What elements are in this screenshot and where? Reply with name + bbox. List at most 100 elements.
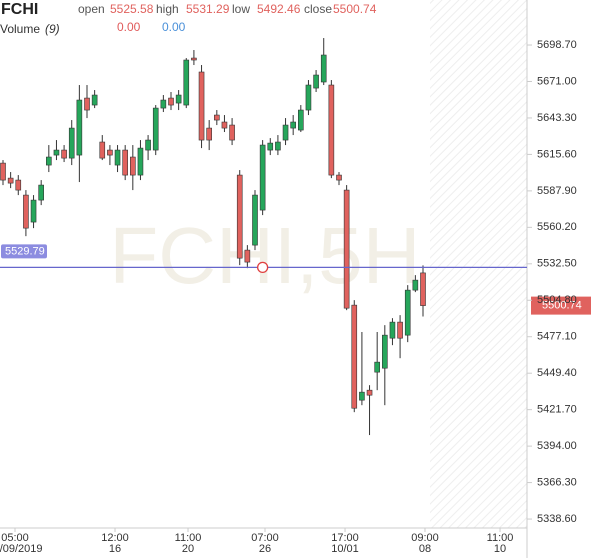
candle-body (397, 321, 403, 339)
candle-body (336, 174, 342, 181)
candle-body (275, 141, 281, 151)
candle-body (328, 84, 335, 176)
candle-body (420, 272, 426, 306)
ohlc-label: high (156, 2, 179, 16)
x-tick-label: 11:00 (175, 532, 202, 544)
candle-body (15, 179, 22, 191)
candle-body (7, 177, 14, 184)
candle-body (168, 97, 174, 106)
y-tick-label: 5532.50 (537, 258, 577, 270)
candle-body (252, 194, 258, 246)
y-tick-label: 5421.70 (537, 404, 577, 416)
candle-body (236, 174, 243, 259)
candle-body (53, 149, 60, 156)
volume-period: (9) (45, 22, 60, 36)
ohlc-label: open (78, 2, 105, 16)
candle-body (122, 149, 128, 176)
candle-body (298, 109, 304, 131)
candle-body (374, 361, 380, 373)
candle-body (175, 94, 182, 104)
candle-body (183, 59, 190, 106)
candle-body (23, 194, 29, 229)
y-tick-label: 5587.90 (537, 185, 577, 197)
candle-body (191, 57, 197, 61)
y-tick-label: 5560.20 (537, 221, 577, 233)
y-tick-label: 5477.10 (537, 331, 577, 343)
candle-body (206, 127, 212, 141)
candle-body (76, 99, 83, 156)
candle-body (244, 249, 251, 263)
x-tick-date: 16 (109, 543, 121, 555)
candle-body (404, 289, 411, 336)
y-tick-label: 5671.00 (537, 75, 577, 87)
volume-label: Volume (0, 22, 40, 36)
candle-body (389, 321, 396, 339)
candle-body (68, 127, 75, 159)
candle-body (99, 141, 106, 159)
candle-body (160, 99, 167, 109)
candle-body (0, 162, 6, 181)
candle-body (30, 199, 37, 223)
y-tick-label: 5338.60 (537, 513, 577, 525)
ohlc-value: 5531.29 (186, 2, 230, 16)
candle-body (221, 121, 228, 129)
y-tick-label: 5504.80 (537, 294, 577, 306)
candle-body (282, 124, 289, 141)
x-tick-date: 10 (494, 543, 506, 555)
candle-body (137, 147, 144, 176)
candle-body (198, 71, 205, 141)
candle-body (145, 139, 151, 151)
y-tick-label: 5394.00 (537, 440, 577, 452)
candle-body (359, 391, 365, 401)
x-tick-label: 17:00 (331, 532, 359, 544)
candle-body (38, 184, 44, 201)
candle-body (114, 149, 121, 166)
y-tick-label: 5615.60 (537, 148, 577, 160)
chart-title: FCHI (1, 1, 38, 18)
x-tick-label: 09:00 (411, 532, 439, 544)
candle-body (320, 54, 327, 83)
crosshair-label: 5529.79 (5, 245, 45, 257)
volume-value: 0.00 (162, 20, 186, 34)
candle-body (259, 144, 266, 211)
x-tick-label: 05:00 (1, 532, 29, 544)
candle-body (313, 74, 319, 89)
ohlc-label: close (304, 2, 332, 16)
ohlc-label: low (232, 2, 250, 16)
ohlc-value: 5500.74 (333, 2, 377, 16)
x-tick-label: 07:00 (251, 532, 279, 544)
candle-body (267, 142, 274, 151)
candle-body (305, 84, 312, 111)
price-tag (531, 296, 591, 315)
candle-body (382, 334, 388, 369)
x-tick-date: 26 (259, 543, 271, 555)
candle-body (91, 94, 98, 106)
overlay: 5529.79 5500.74 (0, 244, 591, 315)
candle-body (84, 97, 90, 111)
candle-body (351, 304, 358, 409)
y-tick-label: 5643.30 (537, 112, 577, 124)
y-tick-label: 5366.30 (537, 476, 577, 488)
plot-area (0, 38, 426, 436)
y-tick-label: 5698.70 (537, 39, 577, 51)
crosshair-point (256, 261, 269, 274)
candle-body (46, 156, 52, 166)
price-tag-label: 5500.74 (542, 300, 582, 312)
candle-body (107, 149, 113, 156)
future-area (430, 0, 527, 528)
x-tick-date: 20 (182, 543, 194, 555)
candle-body (229, 124, 235, 141)
ohlc-value: 5492.46 (257, 2, 301, 16)
candle-body (412, 279, 419, 291)
ohlc-value: 5525.58 (110, 2, 154, 16)
candle-body (152, 107, 159, 151)
x-tick-date: 10/01 (331, 543, 359, 555)
candle-body (130, 156, 136, 176)
x-tick-label: 12:00 (101, 532, 129, 544)
candle-body (61, 149, 67, 159)
candle-body (366, 389, 373, 396)
y-tick-label: 5449.40 (537, 367, 577, 379)
x-tick-label: 11:00 (487, 532, 514, 544)
x-tick-date: 08 (419, 543, 431, 555)
volume-value: 0.00 (117, 20, 141, 34)
